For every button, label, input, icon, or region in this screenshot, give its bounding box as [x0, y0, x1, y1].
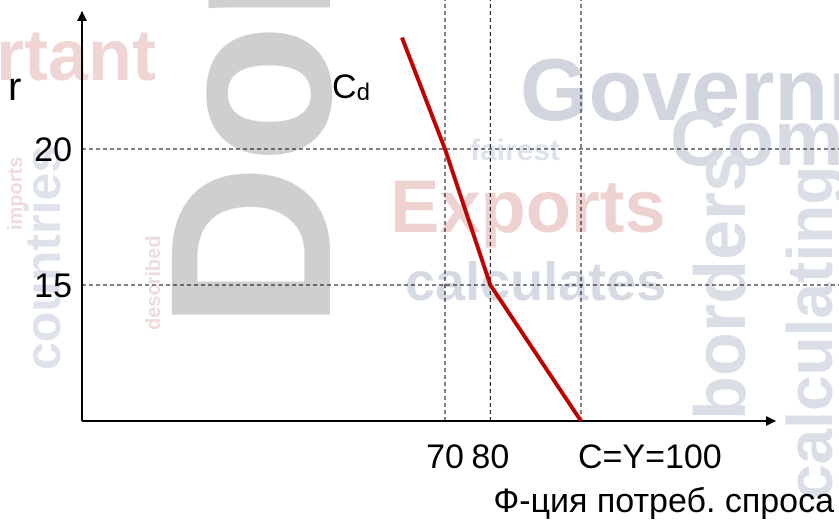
y-axis-label: r — [8, 65, 21, 109]
x-tick-label: 70 — [426, 438, 464, 476]
y-tick-label: 20 — [34, 131, 72, 169]
y-tick-label: 15 — [34, 267, 72, 305]
curve-label: Cd — [332, 68, 370, 106]
x-axis-label: Ф-ция потреб. спроса — [493, 482, 834, 520]
x-tick-label: 80 — [471, 438, 509, 476]
demand-curve-cd — [400, 36, 583, 423]
x-tick-label: C=Y=100 — [578, 438, 722, 476]
